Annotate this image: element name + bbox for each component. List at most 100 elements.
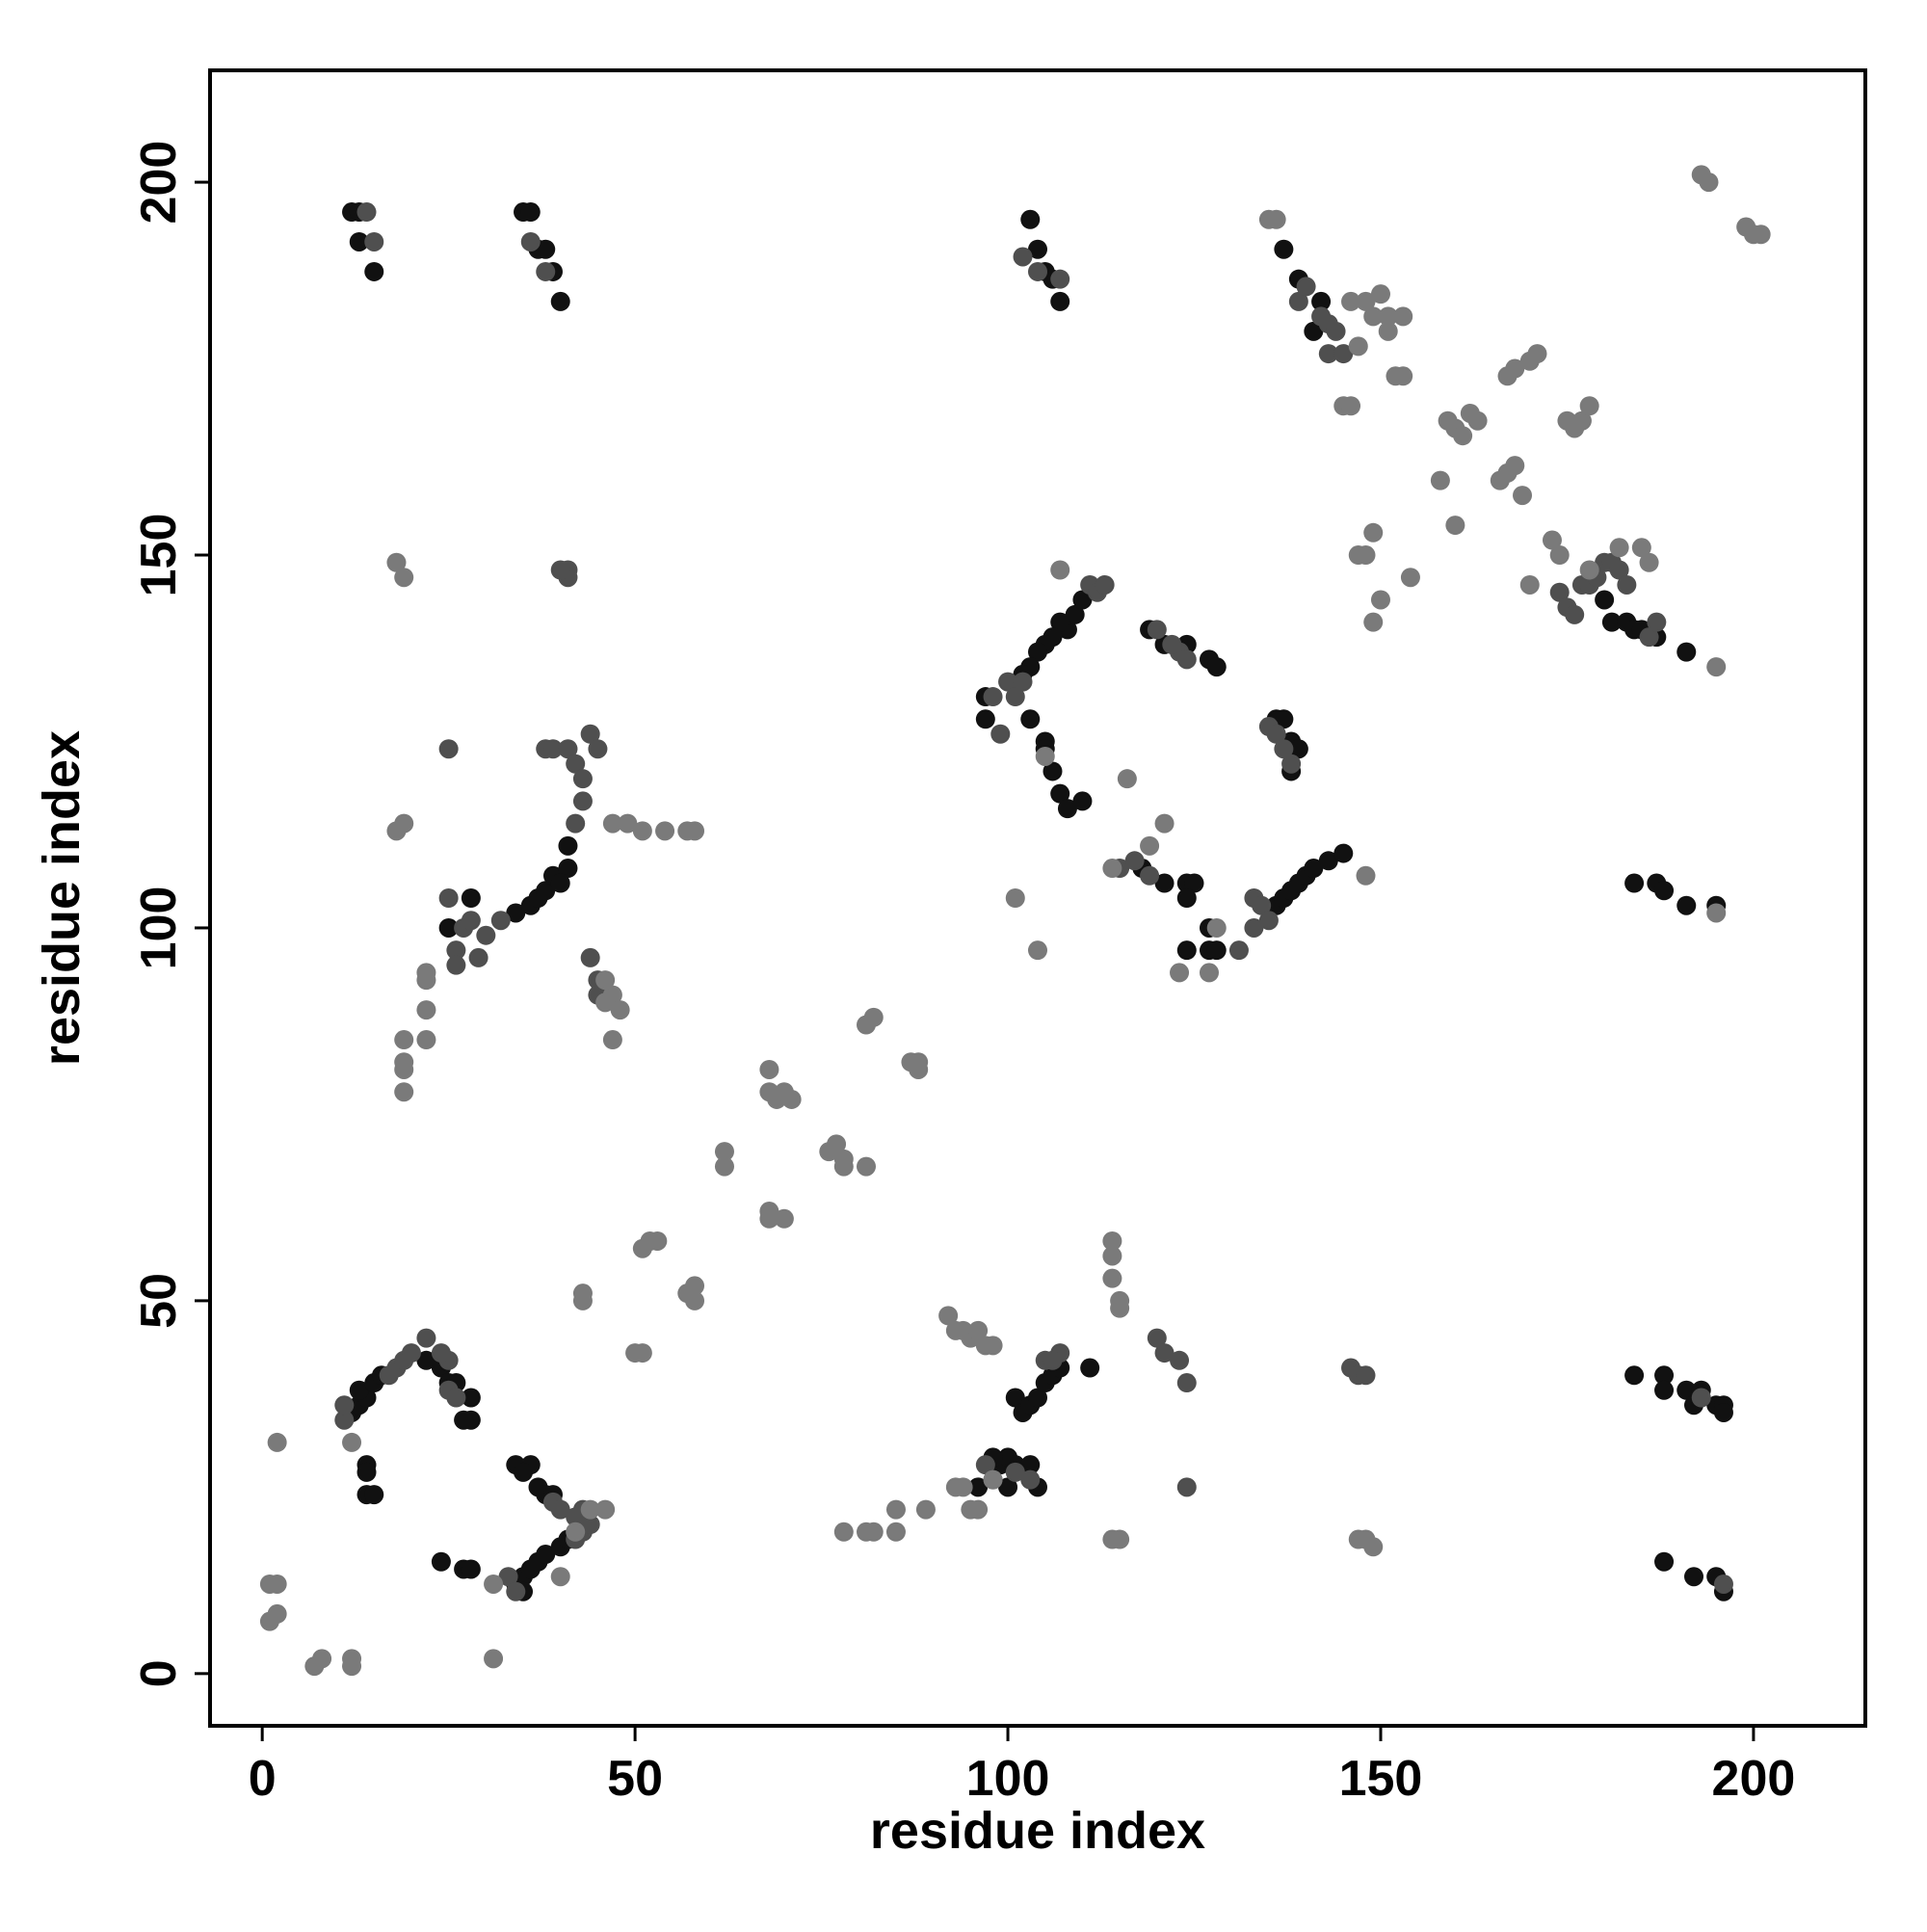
x-tick-label: 0 xyxy=(249,1751,277,1807)
point xyxy=(550,560,570,580)
point xyxy=(1154,873,1175,893)
point xyxy=(1050,612,1070,632)
point xyxy=(998,1477,1018,1497)
point xyxy=(1341,396,1361,416)
point xyxy=(1288,739,1308,759)
point xyxy=(1676,1380,1697,1400)
point xyxy=(550,1499,570,1520)
point xyxy=(1154,813,1175,834)
point xyxy=(572,769,593,789)
x-axis-label: residue index xyxy=(870,1802,1205,1860)
point xyxy=(1095,574,1115,595)
point xyxy=(461,888,481,908)
point xyxy=(1274,239,1294,259)
point xyxy=(1020,709,1041,729)
point xyxy=(536,261,556,281)
point xyxy=(1654,881,1675,901)
point xyxy=(1140,865,1160,886)
point xyxy=(1005,1462,1025,1482)
point xyxy=(1348,1529,1368,1549)
point xyxy=(1228,940,1249,961)
point xyxy=(1363,306,1384,327)
point xyxy=(857,1522,877,1542)
point xyxy=(506,903,526,923)
point xyxy=(1035,746,1055,766)
point xyxy=(267,1574,287,1594)
point xyxy=(542,739,563,759)
point xyxy=(1706,657,1727,677)
point xyxy=(267,1432,287,1452)
point xyxy=(1326,321,1346,341)
point xyxy=(416,963,436,983)
point xyxy=(566,1522,586,1542)
x-tick-label: 150 xyxy=(1339,1751,1423,1807)
point xyxy=(1013,247,1033,267)
point xyxy=(394,1030,414,1050)
x-tick-label: 50 xyxy=(607,1751,663,1807)
point xyxy=(1028,239,1047,259)
point xyxy=(1571,410,1592,431)
point xyxy=(1363,612,1384,632)
point xyxy=(632,821,652,841)
point xyxy=(1266,209,1286,229)
point xyxy=(1370,284,1390,304)
point xyxy=(647,1231,668,1251)
point xyxy=(267,1603,287,1624)
point xyxy=(1140,835,1160,856)
point xyxy=(356,1462,377,1482)
point xyxy=(1654,1380,1675,1400)
point xyxy=(968,1320,989,1340)
point xyxy=(1274,739,1294,759)
point xyxy=(990,724,1011,744)
point xyxy=(1549,545,1570,566)
point xyxy=(1184,873,1204,893)
point xyxy=(1579,396,1599,416)
point xyxy=(349,1380,369,1400)
point xyxy=(1363,1537,1384,1557)
point xyxy=(520,231,541,251)
y-tick-label: 100 xyxy=(131,887,187,970)
point xyxy=(677,821,698,841)
point xyxy=(677,1284,698,1304)
point xyxy=(490,911,511,931)
point xyxy=(1393,366,1413,386)
point xyxy=(759,1208,779,1229)
point xyxy=(602,1030,622,1050)
point xyxy=(1617,574,1637,595)
point xyxy=(1654,1551,1675,1572)
point xyxy=(1393,306,1413,327)
point xyxy=(1311,291,1332,311)
point xyxy=(572,1284,593,1304)
point xyxy=(1296,277,1316,297)
point xyxy=(1356,1365,1376,1386)
point xyxy=(401,1343,421,1363)
y-tick-label: 200 xyxy=(131,141,187,225)
point xyxy=(1162,634,1182,654)
point xyxy=(1445,516,1465,536)
point xyxy=(1102,1268,1122,1288)
point xyxy=(968,1499,989,1520)
point xyxy=(1013,672,1033,692)
y-tick-label: 150 xyxy=(131,514,187,597)
point xyxy=(1124,851,1145,871)
point xyxy=(759,1059,779,1079)
point xyxy=(1154,1343,1175,1363)
point xyxy=(1252,895,1272,915)
point xyxy=(1370,590,1390,610)
point xyxy=(558,739,578,759)
point xyxy=(1050,269,1070,289)
point xyxy=(342,1432,362,1452)
point xyxy=(1244,917,1264,938)
point xyxy=(1028,261,1047,281)
point xyxy=(595,1499,616,1520)
point xyxy=(1050,783,1070,804)
point xyxy=(1170,1350,1190,1370)
point xyxy=(438,888,459,908)
point xyxy=(1513,486,1533,506)
point xyxy=(1639,627,1659,648)
point xyxy=(827,1134,847,1154)
point xyxy=(536,881,556,901)
point xyxy=(1147,1328,1167,1348)
point xyxy=(416,1328,436,1348)
